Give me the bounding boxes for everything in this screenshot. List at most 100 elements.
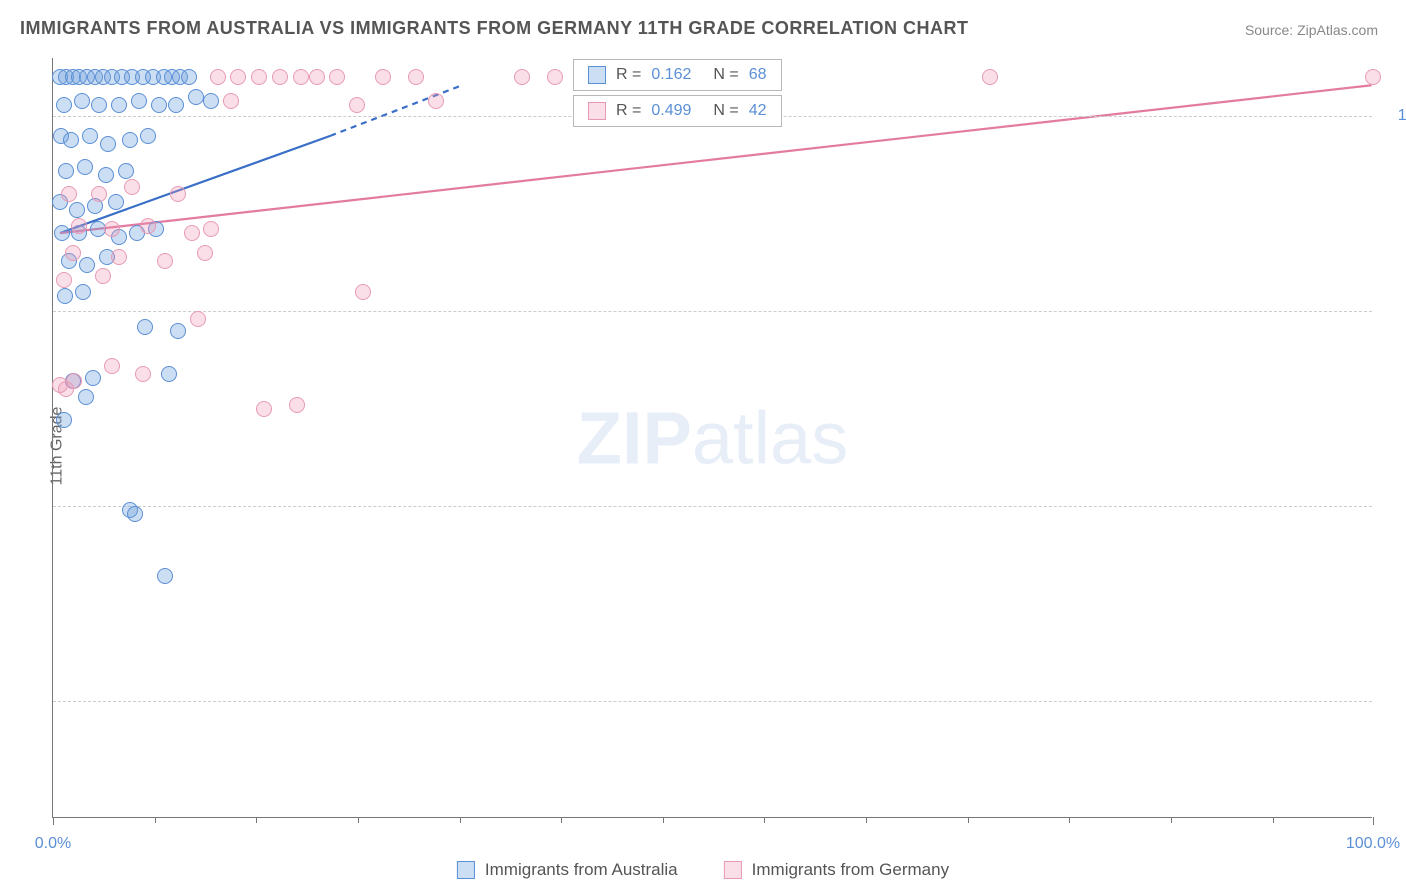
legend-swatch-germany [588,102,606,120]
data-point-germany [95,268,111,284]
data-point-germany [355,284,371,300]
x-tick-minor [1069,817,1070,823]
legend-item-germany: Immigrants from Germany [724,860,949,880]
x-tick-minor [256,817,257,823]
data-point-germany [61,186,77,202]
data-point-germany [329,69,345,85]
n-value: 68 [749,66,767,84]
data-point-germany [157,253,173,269]
watermark-rest: atlas [692,396,848,479]
r-label: R = [616,66,641,84]
n-value: 42 [749,102,767,120]
watermark-bold: ZIP [577,396,692,479]
data-point-germany [203,221,219,237]
y-tick-label: 100.0% [1382,107,1406,125]
data-point-germany [190,311,206,327]
x-tick-minor [663,817,664,823]
x-tick-label: 100.0% [1346,835,1400,853]
data-point-australia [151,97,167,113]
data-point-germany [349,97,365,113]
data-point-australia [58,163,74,179]
data-point-australia [56,97,72,113]
data-point-australia [78,389,94,405]
data-point-australia [111,97,127,113]
x-tick-minor [358,817,359,823]
data-point-australia [82,128,98,144]
data-point-germany [514,69,530,85]
data-point-germany [547,69,563,85]
data-point-australia [108,194,124,210]
data-point-australia [77,159,93,175]
data-point-germany [272,69,288,85]
legend: Immigrants from Australia Immigrants from… [457,860,949,880]
data-point-australia [75,284,91,300]
source-label: Source: [1245,22,1293,38]
trend-line-australia [60,136,330,233]
y-tick-label: 95.0% [1382,302,1406,320]
data-point-australia [170,323,186,339]
x-tick-minor [968,817,969,823]
data-point-australia [79,257,95,273]
source-link[interactable]: ZipAtlas.com [1297,22,1378,38]
legend-swatch-australia [588,66,606,84]
data-point-germany [170,186,186,202]
data-point-australia [85,370,101,386]
data-point-germany [408,69,424,85]
trend-lines-layer [53,58,1372,817]
x-tick-label: 0.0% [35,835,71,853]
watermark: ZIPatlas [577,395,848,480]
gridline-horizontal [53,701,1372,702]
x-tick-minor [1273,817,1274,823]
data-point-germany [56,272,72,288]
data-point-germany [428,93,444,109]
data-point-australia [100,136,116,152]
data-point-germany [256,401,272,417]
data-point-germany [230,69,246,85]
source-attribution: Source: ZipAtlas.com [1245,22,1378,38]
data-point-germany [223,93,239,109]
data-point-germany [104,358,120,374]
data-point-australia [63,132,79,148]
gridline-horizontal [53,506,1372,507]
legend-item-australia: Immigrants from Australia [457,860,678,880]
data-point-australia [91,97,107,113]
data-point-australia [54,225,70,241]
data-point-germany [66,373,82,389]
data-point-australia [74,93,90,109]
x-tick-major [1373,817,1374,825]
data-point-germany [111,249,127,265]
data-point-australia [131,93,147,109]
data-point-germany [140,218,156,234]
data-point-australia [118,163,134,179]
data-point-australia [157,568,173,584]
data-point-australia [161,366,177,382]
x-tick-major [53,817,54,825]
data-point-germany [71,218,87,234]
data-point-germany [375,69,391,85]
y-tick-label: 85.0% [1382,692,1406,710]
data-point-australia [98,167,114,183]
stats-box-germany: R =0.499N =42 [573,95,782,127]
data-point-germany [197,245,213,261]
y-tick-label: 90.0% [1382,497,1406,515]
data-point-australia [203,93,219,109]
r-label: R = [616,102,641,120]
data-point-germany [184,225,200,241]
data-point-germany [65,245,81,261]
stats-box-australia: R =0.162N =68 [573,59,782,91]
n-label: N = [713,102,738,120]
data-point-germany [293,69,309,85]
data-point-australia [140,128,156,144]
data-point-australia [181,69,197,85]
x-tick-minor [155,817,156,823]
legend-swatch-australia [457,861,475,879]
data-point-germany [104,221,120,237]
trend-line-dashed-australia [330,85,462,136]
data-point-australia [122,132,138,148]
data-point-australia [188,89,204,105]
data-point-australia [127,506,143,522]
x-tick-minor [561,817,562,823]
x-tick-minor [1171,817,1172,823]
chart-title: IMMIGRANTS FROM AUSTRALIA VS IMMIGRANTS … [20,18,969,39]
data-point-germany [289,397,305,413]
